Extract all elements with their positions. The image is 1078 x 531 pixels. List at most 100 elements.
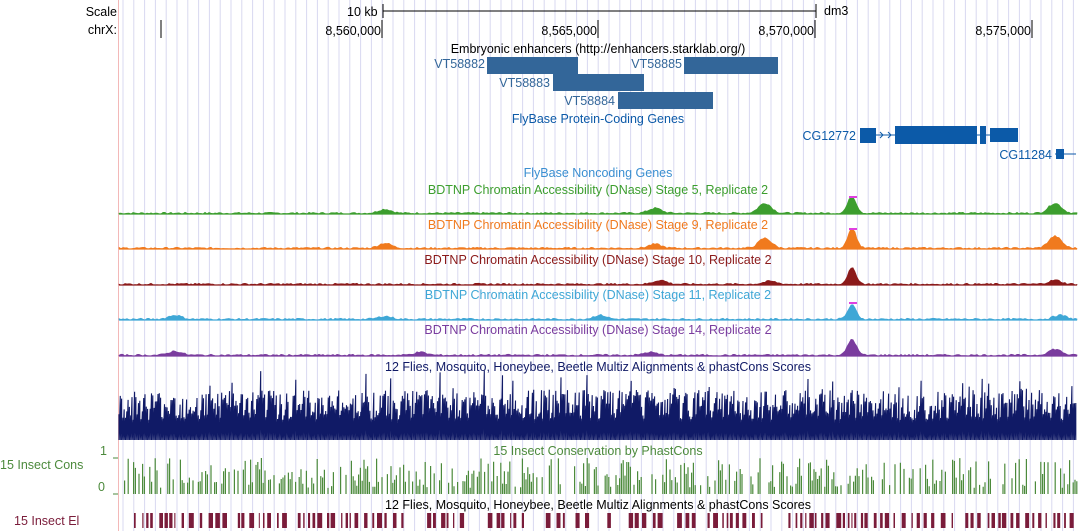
- enhancer-label-vt58882[interactable]: VT58882: [434, 57, 485, 71]
- conserved-element: [513, 513, 517, 528]
- conserved-element: [729, 513, 733, 528]
- conserved-element: [164, 513, 168, 528]
- conserved-element: [453, 513, 455, 528]
- conserved-element: [349, 513, 351, 528]
- conserved-element: [433, 513, 436, 528]
- enhancer-feature: [487, 57, 578, 74]
- conserved-element: [501, 513, 505, 528]
- conserved-element: [652, 513, 656, 528]
- enhancer-label-vt58885[interactable]: VT58885: [631, 57, 682, 71]
- conserved-element: [267, 513, 271, 528]
- conserved-element: [951, 513, 953, 528]
- conserved-element: [1016, 513, 1020, 528]
- conserved-element: [150, 513, 153, 528]
- conserved-element: [1025, 513, 1030, 528]
- conserved-element: [364, 513, 368, 528]
- ruler-position-1: 8,560,000: [325, 24, 381, 38]
- conserved-element: [893, 513, 895, 528]
- insect-cons-ymin: 0: [98, 480, 105, 494]
- conserved-element: [836, 513, 842, 528]
- conserved-element: [795, 513, 798, 528]
- multiz-bars: [118, 370, 1077, 441]
- dnase-signal: [118, 338, 1078, 357]
- dnase-stage5-title[interactable]: BDTNP Chromatin Accessibility (DNase) St…: [427, 183, 769, 197]
- conserved-element: [169, 513, 173, 528]
- gene-label-cg11284[interactable]: CG11284: [999, 148, 1052, 162]
- conserved-element: [372, 513, 375, 528]
- enhancer-track-title[interactable]: Embryonic enhancers (http://enhancers.st…: [450, 42, 746, 56]
- conserved-element: [208, 513, 213, 528]
- conserved-element: [965, 513, 969, 528]
- conserved-element: [345, 513, 348, 528]
- dnase-clip-mark: [849, 196, 857, 198]
- conserved-element: [146, 513, 149, 528]
- base-position-gridlines: [122, 0, 1074, 531]
- conserved-element: [726, 513, 729, 528]
- ruler-position-2: 8,565,000: [541, 24, 597, 38]
- conserved-element: [446, 513, 449, 528]
- flybase-coding-title[interactable]: FlyBase Protein-Coding Genes: [511, 112, 685, 126]
- conserved-element: [1045, 513, 1047, 528]
- enhancer-label-vt58883[interactable]: VT58883: [499, 76, 550, 90]
- conserved-element: [977, 513, 981, 528]
- conserved-element: [142, 513, 144, 528]
- dnase-stage10-title[interactable]: BDTNP Chromatin Accessibility (DNase) St…: [424, 253, 772, 267]
- conserved-element: [188, 513, 194, 528]
- multiz-title[interactable]: 12 Flies, Mosquito, Honeybee, Beetle Mul…: [385, 360, 811, 374]
- conserved-element: [585, 513, 590, 528]
- flybase-noncoding-title[interactable]: FlyBase Noncoding Genes: [523, 166, 673, 180]
- conserved-element: [312, 513, 316, 528]
- conserved-element: [814, 513, 817, 528]
- conserved-element: [521, 513, 524, 528]
- dnase-stage9-title[interactable]: BDTNP Chromatin Accessibility (DNase) St…: [427, 218, 769, 232]
- conserved-element: [441, 513, 446, 528]
- dnase-stage14-title[interactable]: BDTNP Chromatin Accessibility (DNase) St…: [424, 323, 772, 337]
- conserved-element: [760, 513, 763, 528]
- conserved-element: [642, 513, 647, 528]
- enhancer-features: [487, 57, 778, 109]
- conserved-element: [277, 513, 279, 528]
- conserved-element: [742, 513, 747, 528]
- conserved-element: [998, 513, 1001, 528]
- conserved-element: [884, 513, 890, 528]
- conserved-element: [1032, 513, 1035, 528]
- insect-el-side-label[interactable]: 15 Insect El: [14, 514, 80, 528]
- conserved-element: [241, 513, 245, 528]
- conserved-element: [341, 513, 343, 528]
- conserved-element: [317, 513, 323, 528]
- conserved-element: [657, 513, 663, 528]
- insect-cons-side-label[interactable]: 15 Insect Cons: [0, 458, 84, 472]
- conserved-element: [401, 513, 404, 528]
- gene-models: [860, 126, 1076, 159]
- conserved-element: [134, 513, 136, 528]
- conserved-element: [174, 513, 176, 528]
- dnase-stage11-title[interactable]: BDTNP Chromatin Accessibility (DNase) St…: [424, 288, 772, 302]
- conserved-element: [860, 513, 864, 528]
- gene-label-cg12772[interactable]: CG12772: [802, 129, 856, 143]
- phastcons-signal: [113, 457, 1078, 495]
- insect-cons-title[interactable]: 15 Insect Conservation by PhastCons: [493, 444, 703, 458]
- conserved-element: [496, 513, 501, 528]
- conserved-element: [607, 513, 611, 528]
- conserved-element: [987, 513, 990, 528]
- insect-el-title[interactable]: 12 Flies, Mosquito, Honeybee, Beetle Mul…: [385, 498, 811, 512]
- conserved-element: [864, 513, 868, 528]
- conserved-element: [1053, 513, 1056, 528]
- conserved-element: [327, 513, 330, 528]
- insect-cons-ymax: 1: [100, 444, 107, 458]
- conserved-element: [510, 513, 512, 528]
- conserved-elements: [134, 513, 1074, 528]
- conserved-element: [545, 513, 551, 528]
- gene-exon: [860, 128, 876, 143]
- scale-bar-label: 10 kb: [347, 5, 378, 19]
- strand-arrow: [879, 131, 884, 139]
- enhancer-feature: [618, 92, 713, 109]
- conserved-element: [809, 513, 814, 528]
- conserved-element: [901, 513, 906, 528]
- gene-exon: [980, 126, 986, 144]
- conserved-element: [800, 513, 803, 528]
- enhancer-feature: [684, 57, 778, 74]
- enhancer-label-vt58884[interactable]: VT58884: [564, 94, 615, 108]
